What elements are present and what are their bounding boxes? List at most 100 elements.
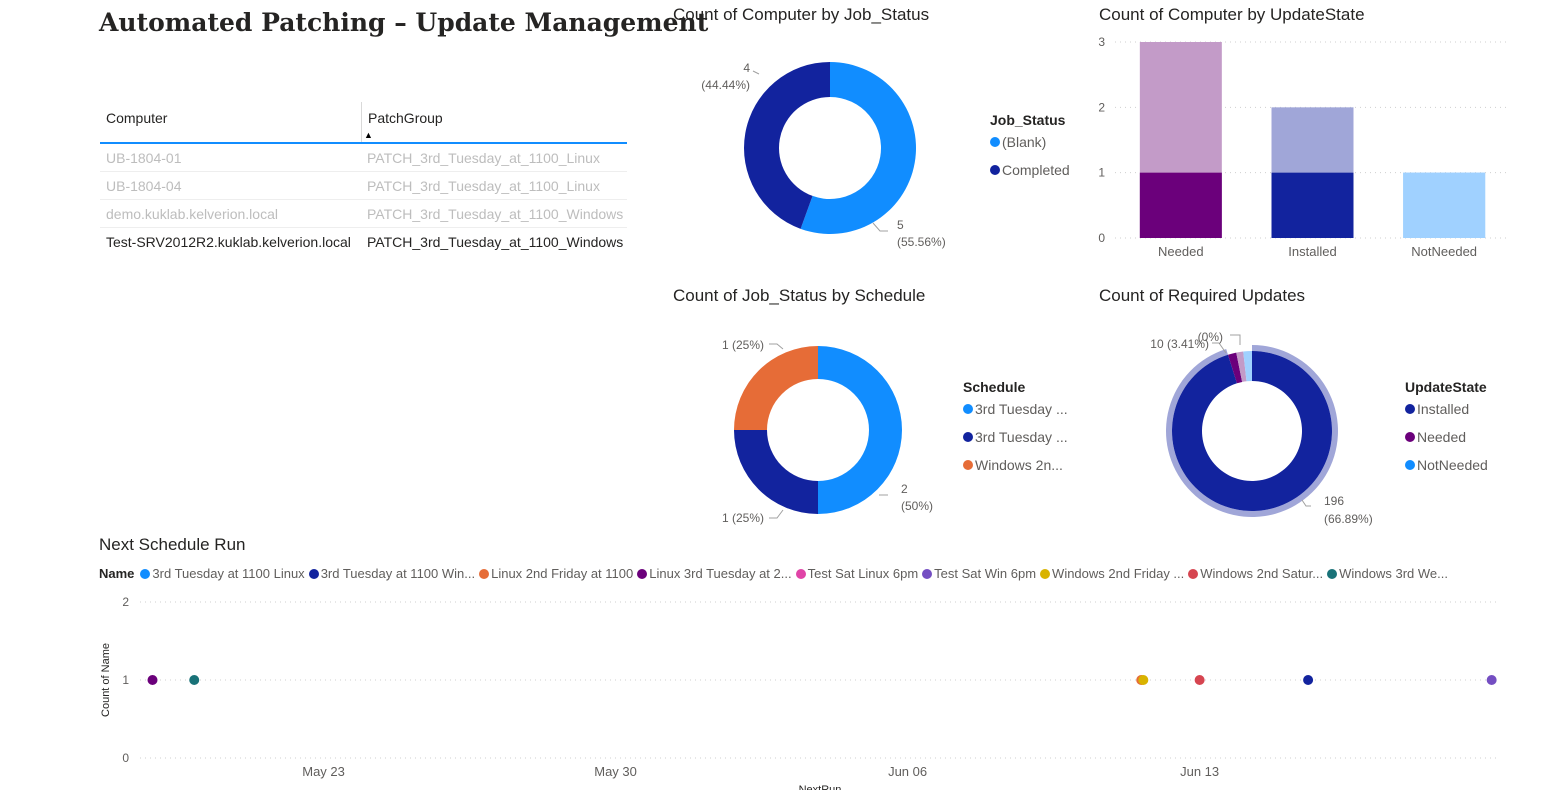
- y-tick-label: 2: [1098, 100, 1105, 114]
- donut-slice[interactable]: [800, 62, 916, 234]
- column-header-patchgroup-label: PatchGroup: [368, 110, 443, 126]
- legend-item[interactable]: Linux 3rd Tuesday at 2...: [637, 566, 792, 581]
- data-label-slice-0-pct: (50%): [901, 499, 933, 513]
- y-tick-label: 1: [1098, 166, 1105, 180]
- legend-item-completed[interactable]: Completed: [990, 156, 1070, 184]
- legend-dot-icon: [990, 165, 1000, 175]
- bar-selected-needed[interactable]: [1139, 172, 1222, 238]
- leader-line: [872, 222, 888, 232]
- legend-label: Linux 3rd Tuesday at 2...: [649, 566, 792, 581]
- x-tick-label: Jun 06: [888, 764, 927, 779]
- scatter-point[interactable]: [189, 675, 200, 685]
- computer-table[interactable]: Computer PatchGroup ▲ UB-1804-01 PATCH_3…: [100, 102, 627, 255]
- next-run-scatter-chart[interactable]: 0 1 2 May 23 May 30 Jun 06 Jun 13 Count of Name…: [95, 590, 1515, 790]
- legend-item[interactable]: Windows 3rd We...: [1327, 566, 1448, 581]
- legend-item-3rd-tuesday-windows[interactable]: 3rd Tuesday ...: [963, 423, 1068, 451]
- scatter-point[interactable]: [1138, 675, 1149, 685]
- scatter-point[interactable]: [147, 675, 158, 685]
- leader-line: [769, 343, 784, 350]
- legend-label: 3rd Tuesday at 1100 Linux: [152, 566, 305, 581]
- schedule-donut[interactable]: 2 (50%) 1 (25%) 1 (25%): [673, 325, 963, 535]
- table-row-selected[interactable]: Test-SRV2012R2.kuklab.kelverion.local PA…: [100, 228, 627, 255]
- scatter-point[interactable]: [1194, 675, 1205, 685]
- schedule-chart-title: Count of Job_Status by Schedule: [673, 286, 926, 305]
- donut-slice[interactable]: [734, 430, 818, 514]
- legend-item[interactable]: Windows 2nd Satur...: [1188, 566, 1323, 581]
- leader-line: [769, 509, 784, 519]
- update-state-bar-chart[interactable]: 0 1 2 3 Needed Installed NotNeeded: [1090, 30, 1520, 265]
- legend-dot-icon: [963, 460, 973, 470]
- donut-outer-slice[interactable]: [1236, 351, 1247, 382]
- scatter-point[interactable]: [1486, 675, 1497, 685]
- legend-title: Schedule: [963, 379, 1026, 395]
- y-tick-label: 2: [122, 595, 129, 609]
- table-row[interactable]: demo.kuklab.kelverion.local PATCH_3rd_Tu…: [100, 200, 627, 228]
- legend-item-3rd-tuesday-linux[interactable]: 3rd Tuesday ...: [963, 395, 1068, 423]
- required-updates-chart-title: Count of Required Updates: [1099, 286, 1306, 305]
- table-row[interactable]: UB-1804-01 PATCH_3rd_Tuesday_at_1100_Lin…: [100, 144, 627, 172]
- legend-item[interactable]: Test Sat Win 6pm: [922, 566, 1036, 581]
- legend-item-needed[interactable]: Needed: [1405, 423, 1488, 451]
- cell-patchgroup: PATCH_3rd_Tuesday_at_1100_Windows: [367, 205, 624, 222]
- legend-dot-icon: [308, 568, 319, 579]
- donut-slice[interactable]: [734, 346, 818, 430]
- donut-slice[interactable]: [1172, 351, 1332, 511]
- y-tick-label: 0: [122, 751, 129, 765]
- legend-title: Job_Status: [990, 112, 1066, 128]
- legend-item[interactable]: Test Sat Linux 6pm: [795, 566, 918, 581]
- legend-title: UpdateState: [1405, 379, 1487, 395]
- required-updates-donut[interactable]: 196 (66.89%) 10 (3.41%)(0%): [1099, 325, 1399, 535]
- legend-label: NotNeeded: [1417, 457, 1488, 473]
- data-label-installed-pct: (66.89%): [1324, 512, 1373, 526]
- column-header-computer[interactable]: Computer: [106, 110, 168, 126]
- legend-label: Completed: [1002, 162, 1070, 178]
- bar-selected-notneeded[interactable]: [1403, 172, 1486, 238]
- legend-dot-icon: [1405, 460, 1415, 470]
- x-tick-label: May 30: [594, 764, 637, 779]
- cell-computer: Test-SRV2012R2.kuklab.kelverion.local: [106, 233, 351, 250]
- column-header-patchgroup[interactable]: PatchGroup ▲: [361, 102, 627, 142]
- donut-slice[interactable]: [1227, 352, 1243, 384]
- legend-label: Windows 2nd Friday ...: [1052, 566, 1185, 581]
- legend-item-installed[interactable]: Installed: [1405, 395, 1488, 423]
- legend-label: Test Sat Win 6pm: [934, 566, 1037, 581]
- legend-dot-icon: [637, 568, 648, 579]
- donut-slice[interactable]: [818, 346, 902, 514]
- cell-patchgroup: PATCH_3rd_Tuesday_at_1100_Linux: [367, 177, 600, 194]
- x-tick-label: Needed: [1158, 244, 1204, 259]
- legend-item-blank[interactable]: (Blank): [990, 128, 1070, 156]
- table-header: Computer PatchGroup ▲: [100, 102, 627, 144]
- legend-item-windows-2nd[interactable]: Windows 2n...: [963, 451, 1068, 479]
- legend-item[interactable]: 3rd Tuesday at 1100 Linux: [140, 566, 305, 581]
- x-tick-label: NotNeeded: [1411, 244, 1477, 259]
- scatter-point[interactable]: [1303, 675, 1314, 685]
- donut-slice[interactable]: [744, 62, 830, 229]
- cell-patchgroup: PATCH_3rd_Tuesday_at_1100_Linux: [367, 149, 600, 166]
- x-axis-title: NextRun: [799, 784, 842, 790]
- update-state-legend: UpdateState Installed Needed NotNeeded: [1405, 379, 1488, 479]
- table-row[interactable]: UB-1804-04 PATCH_3rd_Tuesday_at_1100_Lin…: [100, 172, 627, 200]
- legend-label: Installed: [1417, 401, 1470, 417]
- bar-selected-installed[interactable]: [1271, 172, 1354, 238]
- legend-label: Windows 2nd Satur...: [1200, 566, 1324, 581]
- legend-item[interactable]: Linux 2nd Friday at 1100: [479, 566, 633, 581]
- legend-item-notneeded[interactable]: NotNeeded: [1405, 451, 1488, 479]
- job-status-legend: Job_Status (Blank) Completed: [990, 112, 1070, 184]
- legend-label: Windows 3rd We...: [1339, 566, 1448, 581]
- legend-dot-icon: [963, 432, 973, 442]
- data-label-blank-pct: (55.56%): [897, 235, 946, 249]
- data-label-slice-0: 2: [901, 482, 908, 496]
- legend-dot-icon: [1327, 568, 1338, 579]
- x-tick-label: Installed: [1288, 244, 1336, 259]
- job-status-donut[interactable]: 5 (55.56%) 4 (44.44%): [673, 40, 973, 270]
- legend-item[interactable]: Windows 2nd Friday ...: [1040, 566, 1184, 581]
- cell-computer: demo.kuklab.kelverion.local: [106, 205, 278, 222]
- sort-ascending-icon[interactable]: ▲: [364, 130, 373, 140]
- legend-dot-icon: [1405, 404, 1415, 414]
- legend-dot-icon: [1188, 568, 1199, 579]
- legend-item[interactable]: 3rd Tuesday at 1100 Win...: [308, 566, 475, 581]
- x-tick-label: May 23: [302, 764, 345, 779]
- legend-dot-icon: [1405, 432, 1415, 442]
- donut-outer-slice[interactable]: [1243, 351, 1252, 382]
- x-tick-label: Jun 13: [1180, 764, 1219, 779]
